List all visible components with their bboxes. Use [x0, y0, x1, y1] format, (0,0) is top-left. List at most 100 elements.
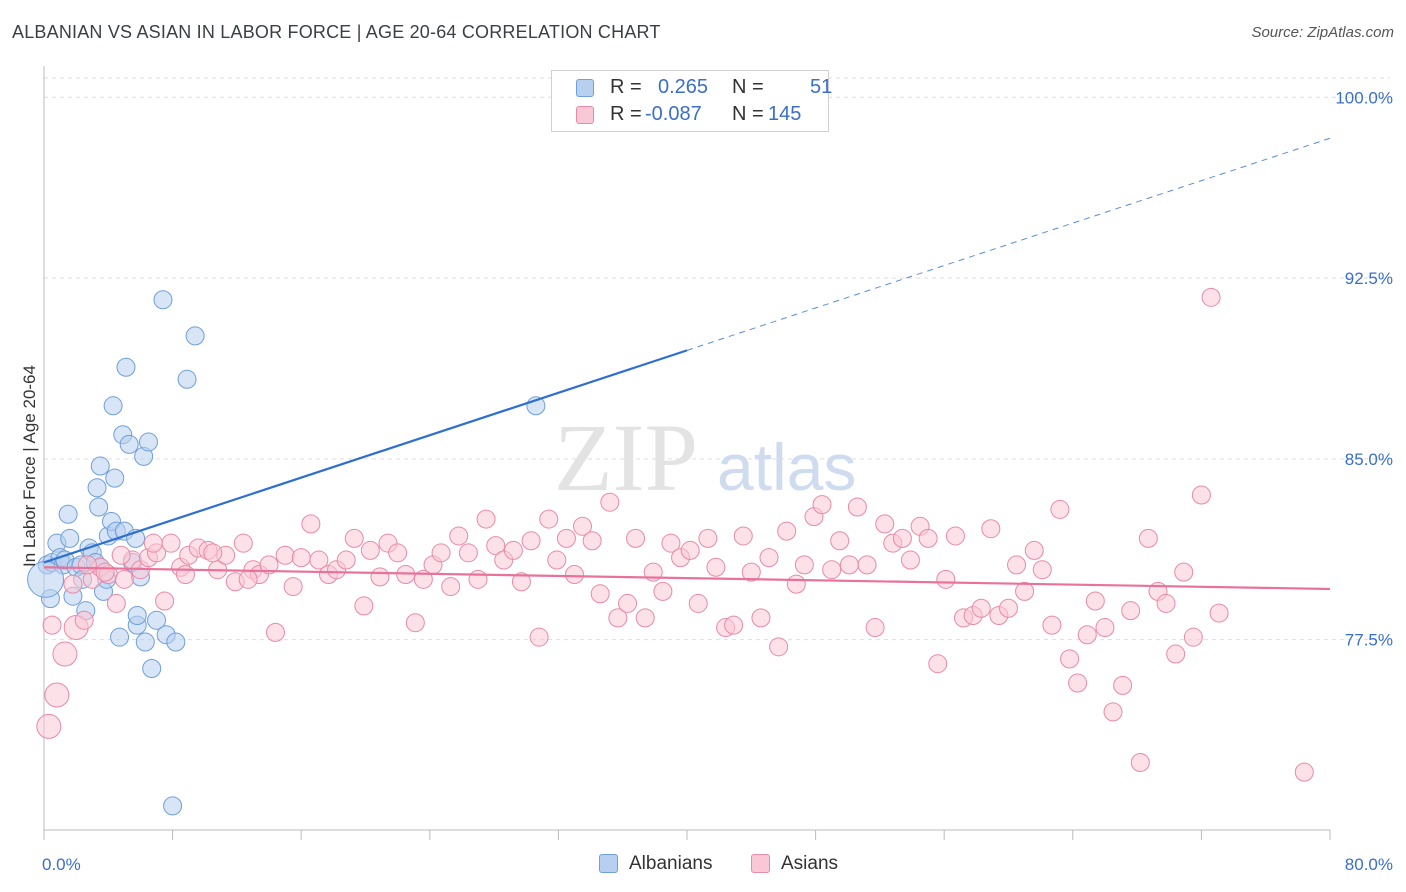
asians-point — [449, 526, 469, 546]
asians-point — [259, 555, 279, 575]
chart-title: ALBANIAN VS ASIAN IN LABOR FORCE | AGE 2… — [12, 22, 661, 42]
albanians-point — [87, 478, 107, 498]
asians-point — [521, 531, 541, 551]
asians-point — [1166, 644, 1186, 664]
asians-point — [928, 654, 948, 674]
albanians-point — [163, 796, 183, 816]
asians-point — [95, 562, 115, 582]
albanians-point — [60, 528, 80, 548]
albanians-point — [142, 659, 162, 679]
asians-point — [1103, 702, 1123, 722]
asians-point — [431, 543, 451, 563]
asians-point — [77, 555, 97, 575]
asians-point — [161, 533, 181, 553]
asians-point — [486, 536, 506, 556]
legend-row-albanians: R = 0.265 N = 51 — [552, 75, 832, 101]
asians-point — [1042, 615, 1062, 635]
asians-point — [468, 569, 488, 589]
asians-point — [1191, 485, 1211, 505]
asians-point — [539, 509, 559, 529]
asians-point — [74, 610, 94, 630]
asians-point — [354, 596, 374, 616]
asians-n-value: 145 — [768, 103, 802, 125]
asians-point — [44, 682, 70, 708]
asians-point — [582, 531, 602, 551]
albanians-point — [89, 497, 109, 517]
asians-point — [1024, 540, 1044, 560]
albanians-point — [185, 326, 205, 346]
asians-point — [839, 555, 859, 575]
albanians-trend-line — [43, 349, 688, 564]
asians-point — [63, 574, 83, 594]
asians-point — [529, 627, 549, 647]
asians-point — [388, 543, 408, 563]
asians-point — [52, 641, 78, 667]
asians-point — [1121, 601, 1141, 621]
albanians-point — [119, 434, 139, 454]
asians-point — [777, 521, 797, 541]
asians-point — [741, 562, 761, 582]
asians-point — [556, 528, 576, 548]
albanians-n-value: 51 — [810, 76, 833, 98]
asians-point — [1032, 560, 1052, 580]
asians-point — [1183, 627, 1203, 647]
asians-point — [143, 533, 163, 553]
asians-point — [822, 560, 842, 580]
asians-point — [114, 569, 134, 589]
asians-point — [564, 565, 584, 585]
asians-point — [309, 550, 329, 570]
asians-point — [733, 526, 753, 546]
albanians-point — [103, 396, 123, 416]
asians-point — [688, 593, 708, 613]
watermark-atlas: atlas — [717, 430, 856, 504]
asians-point — [590, 584, 610, 604]
legend-row-asians: R = -0.087 N = 145 — [552, 102, 828, 128]
albanians-r-value: 0.265 — [658, 76, 709, 98]
asians-point — [945, 526, 965, 546]
asians-point — [344, 528, 364, 548]
asians-point — [661, 533, 681, 553]
asians-point — [458, 543, 478, 563]
albanians-point — [138, 432, 158, 452]
y-tick-label: 100.0% — [1335, 88, 1393, 107]
asians-point — [360, 540, 380, 560]
asians-point — [1068, 673, 1088, 693]
albanians-point — [147, 610, 167, 630]
asians-point — [680, 540, 700, 560]
asians-point — [42, 615, 62, 635]
asians-point — [892, 528, 912, 548]
asians-point — [265, 622, 285, 642]
albanians-swatch — [576, 79, 594, 97]
asians-point — [511, 572, 531, 592]
asians-point — [999, 598, 1018, 618]
asians-point — [1174, 562, 1194, 582]
asians-point — [1138, 528, 1158, 548]
asians-point — [812, 495, 832, 515]
asians-point — [233, 533, 253, 553]
asians-point — [1201, 287, 1221, 307]
albanians-point — [90, 456, 110, 476]
asians-swatch — [576, 106, 594, 124]
asians-point — [698, 528, 718, 548]
asians-point — [608, 608, 628, 628]
asians-point — [370, 567, 390, 587]
r-label: R = — [610, 76, 642, 98]
asians-point — [794, 555, 814, 575]
albanians-point — [135, 632, 155, 652]
asians-point — [936, 569, 956, 589]
asians-point — [1095, 618, 1115, 638]
x-tick-label-min: 0.0% — [42, 855, 81, 874]
asians-point — [503, 540, 523, 560]
albanians-point — [58, 504, 78, 524]
asians-point — [600, 492, 620, 512]
asians-point — [786, 574, 806, 594]
asians-point — [283, 577, 303, 597]
asians-point — [547, 550, 567, 570]
asians-point — [857, 555, 877, 575]
asians-point — [981, 519, 1001, 539]
asians-point — [1015, 581, 1035, 601]
asians-point — [706, 557, 726, 577]
asians-point — [175, 565, 195, 585]
asians-point — [918, 528, 938, 548]
asians-point — [275, 545, 295, 565]
